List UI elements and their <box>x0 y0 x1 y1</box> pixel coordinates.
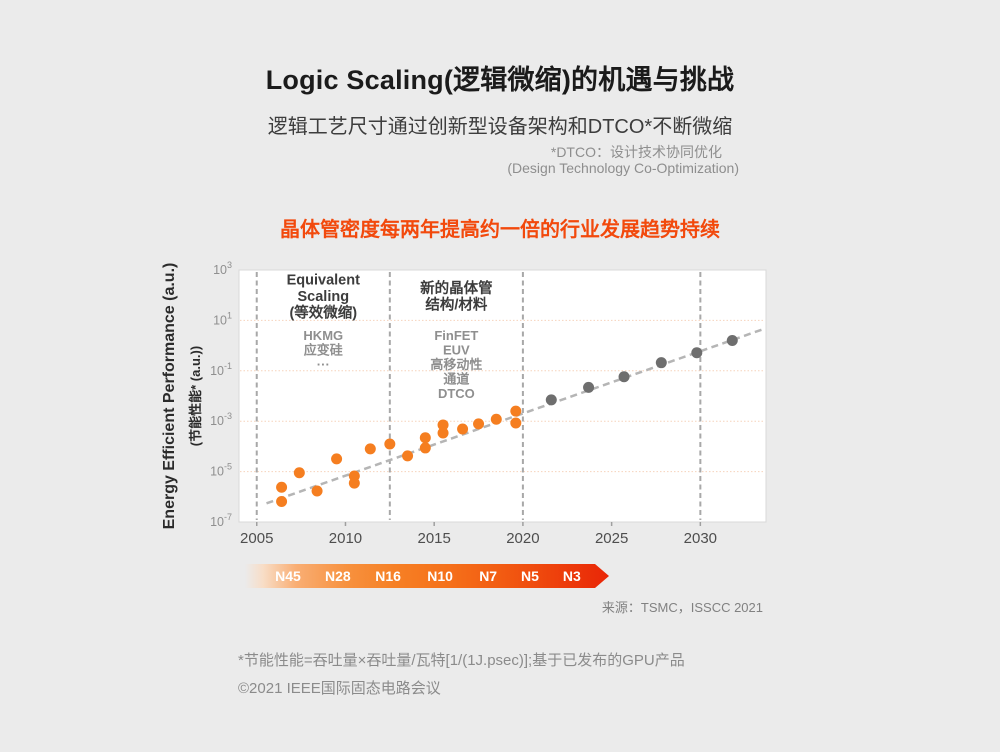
annotation-detail-line: 应变硅 <box>304 343 343 358</box>
x-tick-label: 2015 <box>417 530 450 547</box>
data-point-published-gpu <box>437 427 449 439</box>
page-title: Logic Scaling(逻辑微缩)的机遇与挑战 <box>265 65 735 95</box>
y-tick-label: 10-5 <box>210 462 232 479</box>
data-point-published-gpu <box>364 443 376 455</box>
y-axis-title-cn: (节能性能* (a.u.)) <box>188 346 203 446</box>
plot-area <box>239 270 766 522</box>
annotation-title-line: Scaling <box>297 289 349 305</box>
data-point-published-gpu <box>276 496 288 508</box>
annotation-detail-line: FinFET <box>434 328 478 343</box>
data-point-published-gpu <box>473 418 485 430</box>
data-point-projection <box>655 357 667 369</box>
page-subtitle: 逻辑工艺尺寸通过创新型设备架构和DTCO*不断微缩 <box>267 116 733 138</box>
node-label-n28: N28 <box>324 568 351 584</box>
data-point-published-gpu <box>457 423 469 435</box>
node-label-n5: N5 <box>521 568 539 584</box>
annotation-detail-line: DTCO <box>438 386 475 401</box>
source-text: 来源：TSMC，ISSCC 2021 <box>601 600 763 615</box>
annotation-title-line: (等效微缩) <box>289 304 357 322</box>
x-tick-label: 2005 <box>240 530 273 547</box>
data-point-published-gpu <box>402 450 414 462</box>
annotation-detail-line: ··· <box>317 357 330 372</box>
node-label-n3: N3 <box>562 568 581 584</box>
y-tick-label: 103 <box>213 260 232 277</box>
highlight-heading: 晶体管密度每两年提高约一倍的行业发展趋势持续 <box>280 219 720 241</box>
node-label-n45: N45 <box>275 568 301 584</box>
node-label-n7: N7 <box>479 568 498 584</box>
annotation-title-line: 新的晶体管 <box>420 279 493 297</box>
y-tick-label: 10-3 <box>210 411 232 428</box>
trend-line <box>266 327 764 505</box>
data-point-published-gpu <box>311 485 323 497</box>
data-point-published-gpu <box>419 432 431 444</box>
y-tick-label: 101 <box>213 310 232 327</box>
data-point-published-gpu <box>490 413 502 425</box>
data-point-published-gpu <box>293 467 305 479</box>
footnote-definition: *节能性能=吞吐量×吞吐量/瓦特[1/(1J.psec)];基于已发布的GPU产… <box>238 652 685 669</box>
plot-border <box>238 269 767 523</box>
annotation-detail-line: 通道 <box>443 372 469 387</box>
data-point-projection <box>691 347 703 359</box>
x-tick-label: 2025 <box>595 530 628 547</box>
data-point-published-gpu <box>419 442 431 454</box>
data-point-projection <box>583 381 595 393</box>
data-point-projection <box>545 394 557 406</box>
node-label-n10: N10 <box>427 568 453 584</box>
data-point-published-gpu <box>437 419 449 431</box>
footnote-copyright: ©2021 IEEE国际固态电路会议 <box>238 680 441 697</box>
annotation-detail-line: 高移动性 <box>430 357 482 372</box>
y-tick-label: 10-1 <box>210 361 232 378</box>
x-tick-label: 2020 <box>506 530 539 547</box>
x-tick-label: 2010 <box>329 530 362 547</box>
x-tick-label: 2030 <box>684 530 717 547</box>
data-point-published-gpu <box>331 453 343 465</box>
data-point-published-gpu <box>510 405 522 417</box>
annotation-detail-line: HKMG <box>303 328 343 343</box>
data-point-published-gpu <box>348 470 360 482</box>
data-point-published-gpu <box>510 417 522 429</box>
process-node-bar: N45 N28 N16 N10 N7 N5 N3 <box>245 564 609 588</box>
node-label-n16: N16 <box>375 568 401 584</box>
annotation-title-line: 结构/材料 <box>425 295 488 313</box>
data-point-published-gpu <box>276 481 288 493</box>
dtco-note-line2: (Design Technology Co-Optimization) <box>507 160 739 176</box>
data-point-projection <box>618 371 630 383</box>
data-point-published-gpu <box>384 438 396 450</box>
annotation-detail-line: EUV <box>443 343 470 358</box>
y-axis-title-en: Energy Efficient Performance (a.u.) <box>161 263 178 530</box>
data-point-projection <box>726 334 738 346</box>
y-tick-label: 10-7 <box>210 512 232 529</box>
dtco-note-line1: *DTCO：设计技术协同优化 <box>550 144 722 160</box>
annotation-title-line: Equivalent <box>287 273 360 289</box>
